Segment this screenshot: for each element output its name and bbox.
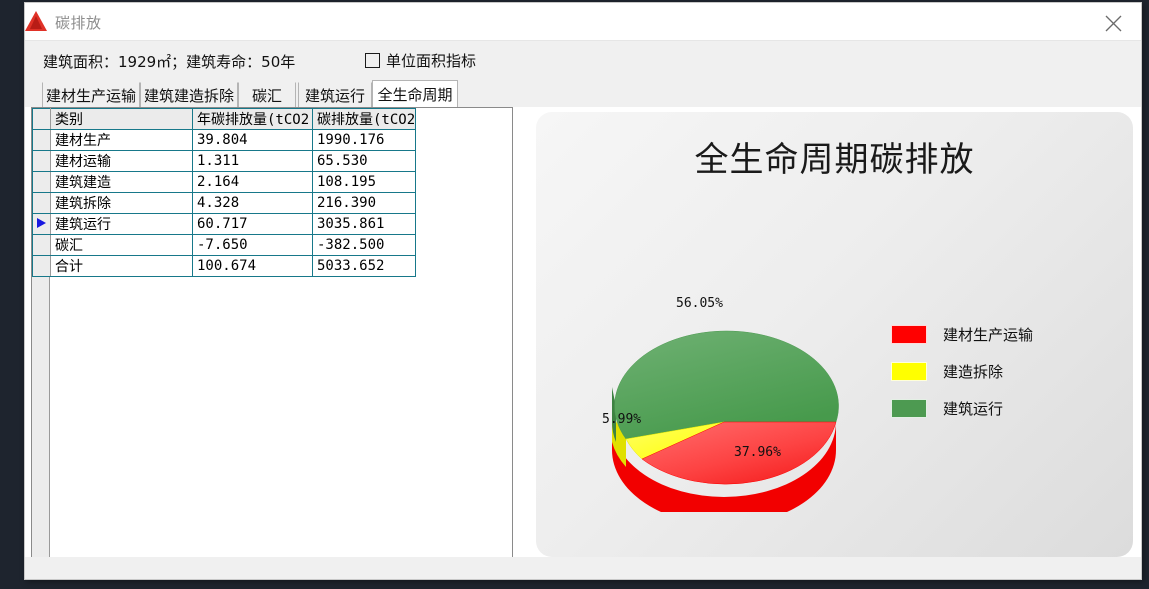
pie-label-operation: 56.05% <box>676 296 723 311</box>
row-gutter[interactable] <box>32 150 51 172</box>
gutter-header <box>32 108 51 130</box>
autocad-triangle-icon <box>25 11 47 31</box>
table-row-selected[interactable]: 建筑运行 60.717 3035.861 <box>32 213 417 235</box>
cell-annual[interactable]: 2.164 <box>192 171 313 193</box>
row-gutter[interactable] <box>32 129 51 151</box>
cell-category[interactable]: 建筑拆除 <box>50 192 193 214</box>
cell-annual[interactable]: 1.311 <box>192 150 313 172</box>
cell-total[interactable]: -382.500 <box>311 234 417 256</box>
info-bar: 建筑面积：1929㎡；建筑寿命：50年 单位面积指标 <box>25 41 1141 79</box>
cell-total[interactable]: 3035.861 <box>311 213 417 235</box>
cell-category[interactable]: 合计 <box>50 255 193 277</box>
pie-chart-panel: 全生命周期碳排放 <box>536 112 1133 557</box>
cell-total[interactable]: 216.390 <box>311 192 417 214</box>
row-selection-arrow-icon <box>37 218 46 228</box>
cell-category[interactable]: 建筑建造 <box>50 171 193 193</box>
checkbox-label: 单位面积指标 <box>386 52 477 70</box>
cell-category[interactable]: 碳汇 <box>50 234 193 256</box>
cell-category[interactable]: 建材生产 <box>50 129 193 151</box>
carbon-emission-window: 碳排放 建筑面积：1929㎡；建筑寿命：50年 单位面积指标 建材生产运输 建筑… <box>24 2 1142 580</box>
table-row[interactable]: 建筑建造 2.164 108.195 <box>32 171 417 193</box>
cell-annual[interactable]: -7.650 <box>192 234 313 256</box>
tab-carbon-sink[interactable]: 碳汇 <box>238 82 296 107</box>
row-gutter[interactable] <box>32 255 51 277</box>
tab-strip: 建材生产运输 建筑建造拆除 碳汇 建筑运行 全生命周期 <box>25 79 1141 108</box>
legend-swatch-yellow <box>891 362 927 381</box>
row-gutter[interactable] <box>32 192 51 214</box>
legend-label: 建材生产运输 <box>943 326 1034 344</box>
row-gutter[interactable] <box>32 171 51 193</box>
legend-label: 建筑运行 <box>943 400 1004 418</box>
legend-item-construction-demolition[interactable]: 建造拆除 <box>891 361 1033 382</box>
table-row-total[interactable]: 合计 100.674 5033.652 <box>32 255 417 277</box>
title-bar: 碳排放 <box>25 3 1141 41</box>
cell-category[interactable]: 建材运输 <box>50 150 193 172</box>
legend-swatch-red <box>891 325 927 344</box>
tab-full-life-cycle[interactable]: 全生命周期 <box>372 80 458 108</box>
cell-annual[interactable]: 100.674 <box>192 255 313 277</box>
status-bar <box>25 557 1141 579</box>
emission-data-grid[interactable]: 类别 年碳排放量(tCO2 碳排放量(tCO2 建材生产 39.804 1990… <box>31 107 513 559</box>
cell-total[interactable]: 108.195 <box>311 171 417 193</box>
table-row[interactable]: 建材运输 1.311 65.530 <box>32 150 417 172</box>
table-row[interactable]: 碳汇 -7.650 -382.500 <box>32 234 417 256</box>
cell-annual[interactable]: 60.717 <box>192 213 313 235</box>
legend-swatch-green <box>891 399 927 418</box>
building-area-info: 建筑面积：1929㎡；建筑寿命：50年 <box>43 53 296 71</box>
chart-legend: 建材生产运输 建造拆除 建筑运行 <box>891 324 1033 435</box>
header-total[interactable]: 碳排放量(tCO2 <box>311 108 417 130</box>
cell-total[interactable]: 1990.176 <box>311 129 417 151</box>
legend-label: 建造拆除 <box>943 363 1004 381</box>
tab-building-operation[interactable]: 建筑运行 <box>298 82 372 107</box>
legend-item-material-production-transport[interactable]: 建材生产运输 <box>891 324 1033 345</box>
cell-total[interactable]: 65.530 <box>311 150 417 172</box>
pie-label-construction: 5.99% <box>602 412 642 427</box>
table-row[interactable]: 建筑拆除 4.328 216.390 <box>32 192 417 214</box>
header-category[interactable]: 类别 <box>50 108 193 130</box>
table-row[interactable]: 建材生产 39.804 1990.176 <box>32 129 417 151</box>
cell-annual[interactable]: 39.804 <box>192 129 313 151</box>
cell-category[interactable]: 建筑运行 <box>50 213 193 235</box>
tab-construction-demolition[interactable]: 建筑建造拆除 <box>140 82 238 107</box>
emission-table: 类别 年碳排放量(tCO2 碳排放量(tCO2 建材生产 39.804 1990… <box>32 108 417 277</box>
cell-total[interactable]: 5033.652 <box>311 255 417 277</box>
table-header-row: 类别 年碳排放量(tCO2 碳排放量(tCO2 <box>32 108 417 130</box>
close-icon[interactable] <box>1091 7 1135 37</box>
tab-material-production-transport[interactable]: 建材生产运输 <box>42 82 140 107</box>
pie-label-material-production: 37.96% <box>734 445 781 460</box>
row-gutter-selected[interactable] <box>32 213 51 235</box>
chart-title: 全生命周期碳排放 <box>694 140 975 180</box>
cell-annual[interactable]: 4.328 <box>192 192 313 214</box>
unit-area-metric-checkbox[interactable]: 单位面积指标 <box>365 50 476 71</box>
row-gutter[interactable] <box>32 234 51 256</box>
pie-chart-3d: 56.05% 37.96% 5.99% <box>564 262 884 525</box>
window-title: 碳排放 <box>55 14 102 32</box>
header-annual[interactable]: 年碳排放量(tCO2 <box>192 108 313 130</box>
legend-item-building-operation[interactable]: 建筑运行 <box>891 398 1033 419</box>
checkbox-box[interactable] <box>365 53 380 68</box>
content-area: 类别 年碳排放量(tCO2 碳排放量(tCO2 建材生产 39.804 1990… <box>25 107 1141 559</box>
